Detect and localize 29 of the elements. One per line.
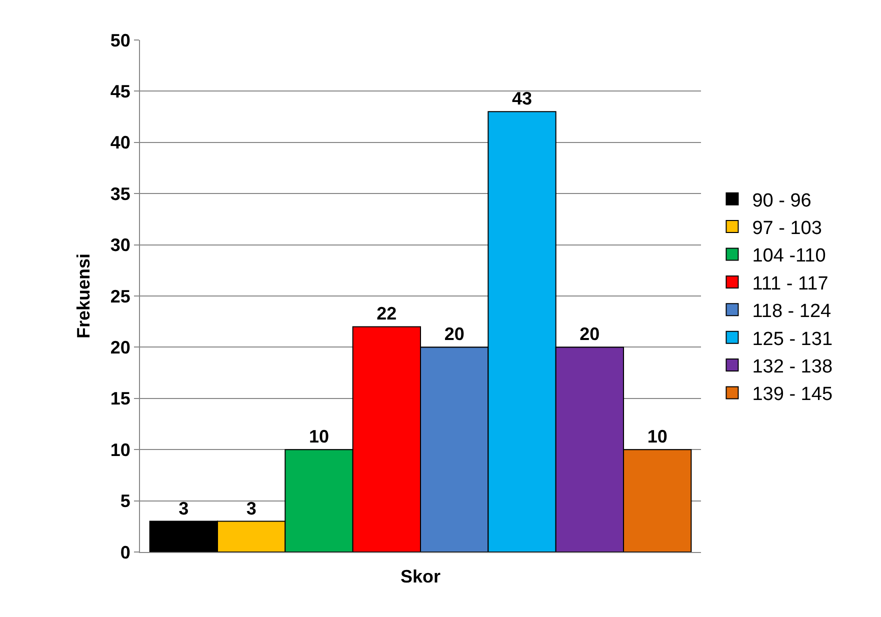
legend-label: 139 - 145 (752, 384, 833, 406)
y-tick-label: 20 (110, 338, 130, 358)
data-label: 10 (647, 426, 668, 447)
legend-label: 90 - 96 (752, 190, 812, 212)
data-label: 22 (376, 304, 397, 324)
y-tick-label: 25 (110, 286, 130, 306)
data-label: 20 (444, 324, 464, 344)
legend-label: 132 - 138 (752, 356, 833, 378)
legend-label: 104 -110 (752, 246, 826, 267)
data-label: 3 (246, 498, 256, 518)
legend-label: 125 - 131 (752, 328, 833, 350)
data-label: 20 (580, 324, 600, 344)
data-label: 10 (308, 426, 330, 447)
y-tick-label: 5 (120, 491, 130, 512)
x-axis-title: Skor (400, 566, 441, 586)
y-tick-label: 50 (110, 30, 130, 50)
legend-label: 118 - 124 (752, 301, 832, 322)
y-tick-label: 40 (110, 132, 130, 153)
legend-label: 97 - 103 (752, 218, 822, 239)
y-tick-label: 0 (120, 542, 130, 562)
y-tick-label: 15 (110, 388, 130, 409)
y-tick-label: 10 (110, 440, 130, 460)
y-tick-label: 35 (110, 184, 130, 204)
y-tick-label: 45 (110, 82, 130, 102)
legend-label: 111 - 117 (752, 273, 828, 294)
y-tick-label: 30 (110, 235, 130, 256)
data-label: 43 (512, 88, 532, 109)
data-label: 3 (178, 498, 189, 518)
y-axis-title: Frekuensi (74, 253, 94, 339)
